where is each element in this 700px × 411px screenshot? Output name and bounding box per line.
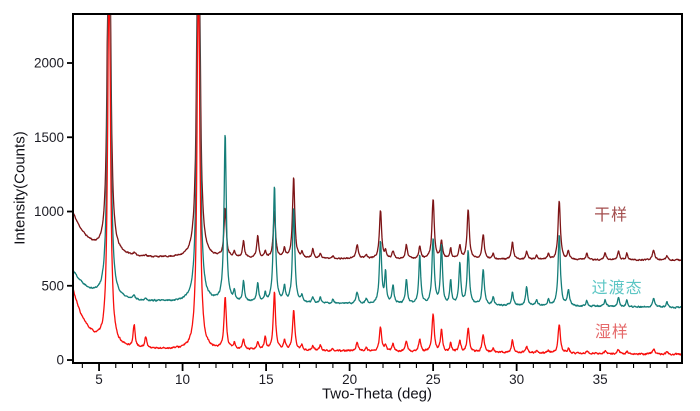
y-axis-title: Intensity(Counts)	[11, 131, 29, 245]
svg-text:15: 15	[259, 372, 274, 387]
svg-text:0: 0	[56, 353, 64, 368]
svg-text:25: 25	[426, 372, 441, 387]
svg-text:10: 10	[175, 372, 190, 387]
svg-text:1000: 1000	[34, 204, 64, 219]
svg-text:20: 20	[342, 372, 357, 387]
svg-text:35: 35	[593, 372, 608, 387]
series-label-transition-state: 过渡态	[591, 278, 643, 298]
svg-text:5: 5	[95, 372, 103, 387]
x-axis-title: Two-Theta (deg)	[321, 385, 433, 403]
series-label-wet-sample: 湿样	[594, 322, 629, 342]
svg-text:30: 30	[509, 372, 524, 387]
series-label-dry-sample: 干样	[594, 205, 629, 224]
svg-text:500: 500	[41, 278, 64, 293]
svg-text:2000: 2000	[34, 56, 64, 71]
svg-text:1500: 1500	[34, 130, 64, 145]
